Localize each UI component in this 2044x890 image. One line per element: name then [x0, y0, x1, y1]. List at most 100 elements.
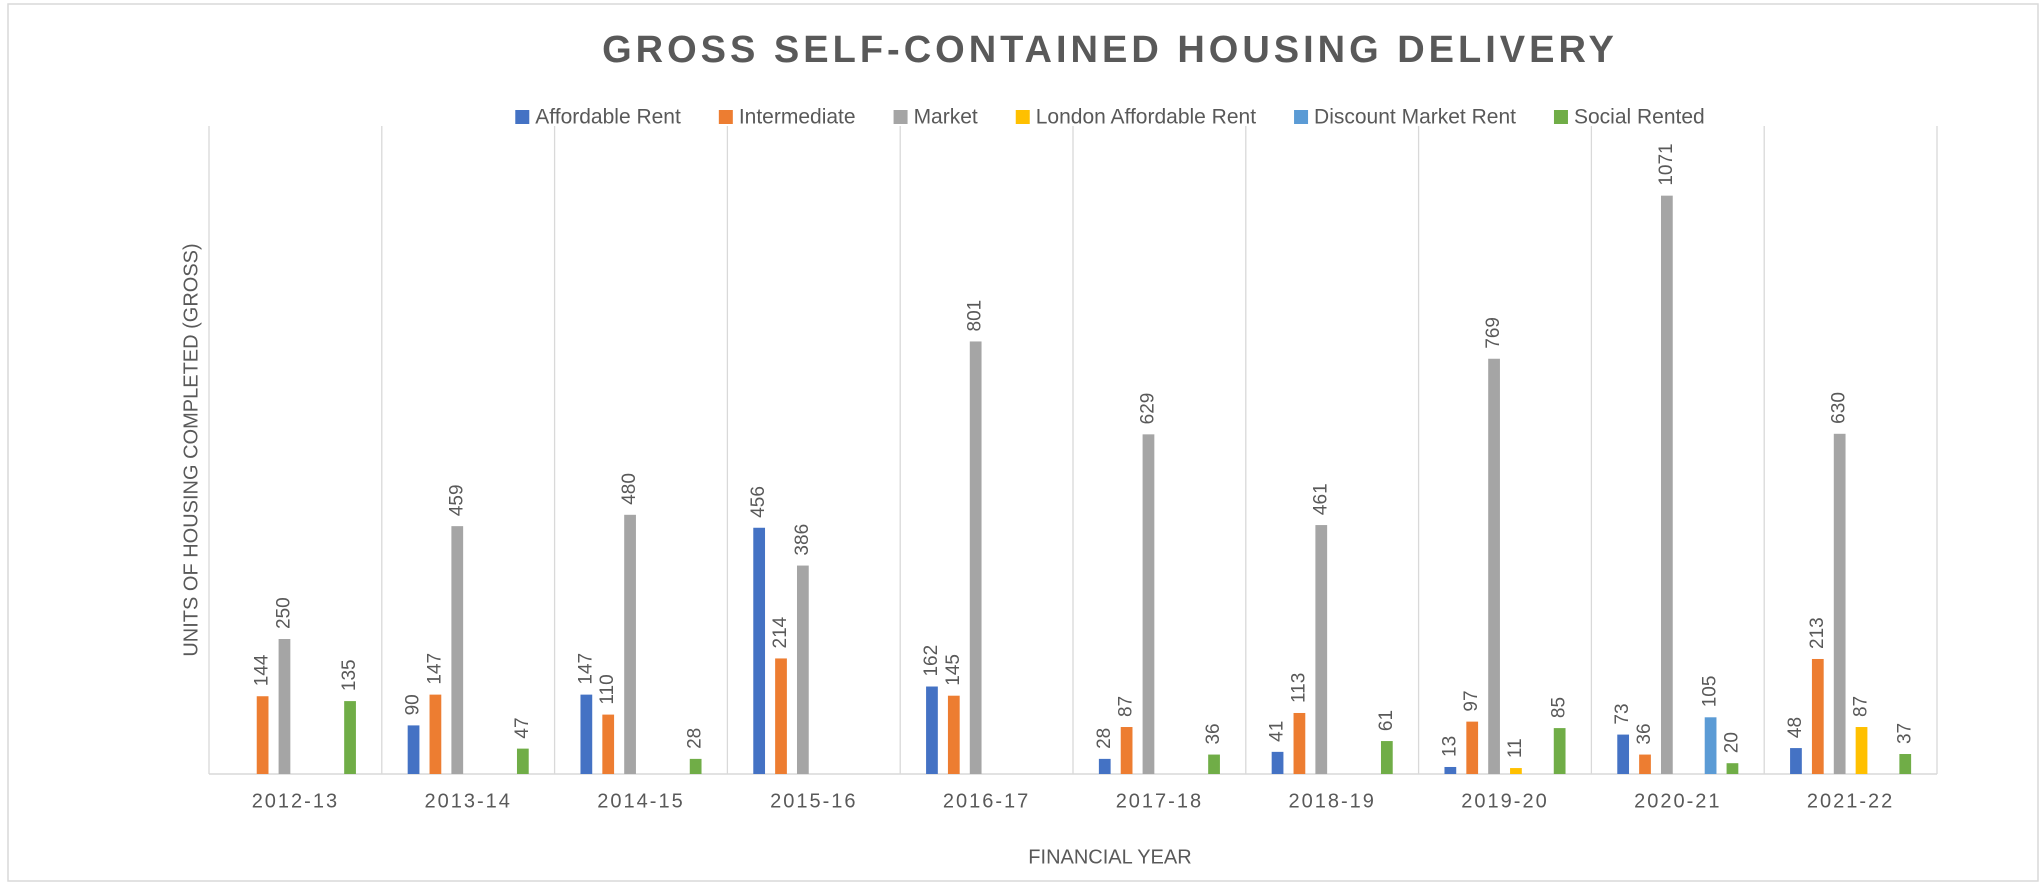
- bar: [580, 694, 593, 774]
- data-label: 459: [446, 484, 467, 516]
- data-label: 13: [1439, 736, 1460, 757]
- data-label: 73: [1612, 703, 1633, 724]
- bar: [1120, 727, 1133, 774]
- legend-label: Market: [914, 106, 978, 129]
- data-label: 480: [619, 473, 640, 505]
- data-label: 28: [1094, 728, 1115, 749]
- data-label: 135: [339, 659, 360, 691]
- bar: [407, 725, 420, 774]
- bar: [1726, 763, 1739, 774]
- bar: [1488, 358, 1500, 774]
- data-label: 213: [1807, 617, 1828, 649]
- bar: [1444, 766, 1457, 774]
- bar: [1466, 721, 1479, 774]
- bar: [1315, 525, 1328, 774]
- data-label: 147: [424, 653, 445, 685]
- data-label: 61: [1376, 710, 1397, 731]
- bar: [344, 701, 356, 774]
- bar: [1271, 751, 1284, 774]
- bar: [1553, 728, 1566, 774]
- data-label: 629: [1137, 393, 1158, 425]
- legend-swatch: [1015, 110, 1030, 124]
- data-label: 110: [597, 674, 618, 704]
- data-label: 801: [965, 300, 986, 332]
- x-tick-label: 2013-14: [424, 790, 511, 812]
- data-label: 36: [1203, 723, 1224, 744]
- bar: [947, 695, 960, 774]
- bar: [753, 527, 766, 774]
- legend-label: Social Rented: [1574, 106, 1705, 129]
- data-label: 87: [1116, 696, 1137, 717]
- x-tick-label: 2021-22: [1807, 790, 1894, 812]
- x-tick-label: 2012-13: [252, 790, 339, 812]
- data-label: 41: [1267, 721, 1288, 742]
- chart-title: GROSS SELF-CONTAINED HOUSING DELIVERY: [602, 29, 1618, 71]
- bar: [1639, 754, 1651, 774]
- bar: [689, 758, 702, 774]
- bar: [775, 658, 787, 774]
- data-label: 36: [1634, 723, 1655, 744]
- data-label: 250: [273, 597, 294, 629]
- legend-label: Discount Market Rent: [1314, 106, 1516, 129]
- y-axis-label: UNITS OF HOUSING COMPLETED (GROSS): [180, 243, 202, 656]
- data-label: 461: [1310, 483, 1331, 515]
- data-label: 28: [685, 728, 706, 749]
- data-label: 769: [1483, 317, 1504, 349]
- bar: [1380, 741, 1393, 774]
- legend-label: London Affordable Rent: [1036, 106, 1256, 129]
- bar: [1855, 727, 1868, 774]
- x-axis-label: FINANCIAL YEAR: [1028, 846, 1191, 868]
- data-label: 90: [403, 694, 424, 715]
- data-label: 47: [512, 717, 533, 738]
- data-label: 85: [1549, 697, 1570, 718]
- legend-swatch: [515, 110, 530, 124]
- bar: [516, 748, 529, 774]
- data-label: 113: [1288, 673, 1309, 703]
- data-label: 162: [921, 645, 942, 677]
- data-label: 147: [575, 653, 596, 685]
- data-label: 214: [770, 616, 791, 648]
- bar: [1704, 717, 1717, 774]
- legend-swatch: [718, 110, 733, 124]
- x-tick-label: 2016-17: [943, 790, 1030, 812]
- bar: [1833, 433, 1846, 774]
- bar: [278, 639, 291, 774]
- data-label: 1071: [1656, 143, 1677, 185]
- bar: [429, 694, 442, 774]
- data-label: 48: [1785, 717, 1806, 738]
- bar: [256, 696, 269, 774]
- x-tick-label: 2019-20: [1461, 790, 1548, 812]
- data-label: 105: [1700, 676, 1721, 708]
- bar: [602, 714, 615, 774]
- data-label: 20: [1721, 732, 1742, 753]
- bar: [451, 526, 464, 774]
- x-tick-label: 2017-18: [1116, 790, 1203, 812]
- bar: [1899, 754, 1912, 774]
- legend: Affordable Rent Intermediate Market London …: [515, 106, 1705, 129]
- data-label: 456: [748, 486, 769, 518]
- legend-label: Intermediate: [739, 106, 856, 129]
- bar: [969, 341, 982, 774]
- data-label: 144: [252, 654, 273, 686]
- legend-swatch: [1553, 110, 1568, 124]
- legend-label: Affordable Rent: [535, 106, 681, 129]
- data-label: 87: [1851, 696, 1872, 717]
- bar: [1811, 658, 1824, 774]
- data-label: 11: [1505, 738, 1526, 758]
- bar: [1660, 195, 1673, 774]
- bar: [1510, 768, 1522, 774]
- bar: [624, 514, 636, 774]
- bar: [1098, 758, 1111, 774]
- bar: [1790, 748, 1802, 774]
- bar: [1208, 754, 1220, 774]
- legend-swatch: [893, 110, 908, 124]
- data-label: 386: [792, 524, 813, 556]
- bar: [796, 565, 809, 774]
- x-tick-label: 2018-19: [1288, 790, 1375, 812]
- x-tick-label: 2020-21: [1634, 790, 1721, 812]
- x-tick-label: 2014-15: [597, 790, 684, 812]
- bar: [1142, 434, 1155, 774]
- data-label: 145: [943, 654, 964, 686]
- data-label: 630: [1829, 392, 1850, 424]
